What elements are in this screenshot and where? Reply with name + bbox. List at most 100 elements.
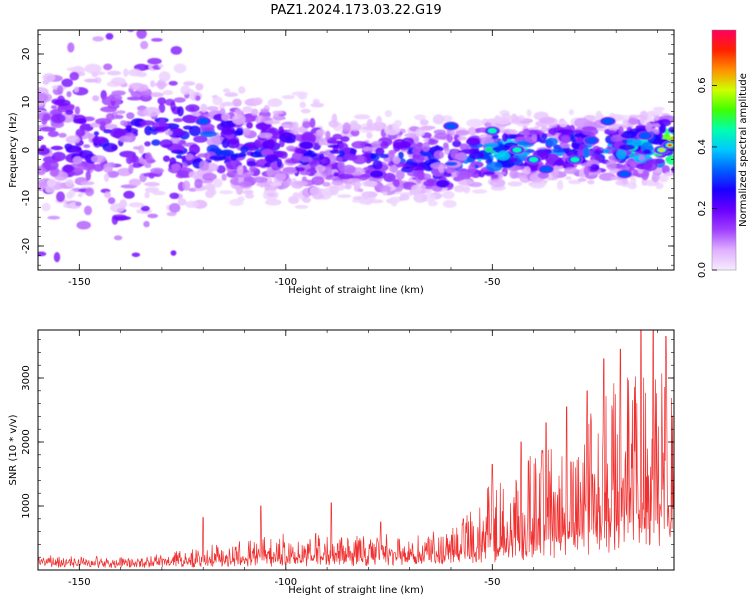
spectrogram-cell bbox=[640, 142, 654, 153]
spectrogram-cell bbox=[641, 170, 649, 181]
spectrogram-cell bbox=[311, 176, 325, 186]
spectrogram-hotspot bbox=[540, 166, 552, 173]
spectrogram-cell bbox=[147, 213, 159, 219]
spectrogram-cell bbox=[511, 113, 518, 123]
colorbar-tick-label: 0.4 bbox=[697, 139, 708, 155]
spectrogram-cell bbox=[69, 71, 80, 81]
spectrogram-cell bbox=[361, 180, 378, 187]
spectrogram-cell bbox=[274, 173, 287, 181]
spectrogram-cell bbox=[343, 153, 358, 161]
spectrogram-cell bbox=[100, 106, 117, 113]
spectrogram-cell bbox=[231, 153, 245, 158]
spectrogram-cell bbox=[587, 179, 595, 185]
spectrogram-cell bbox=[342, 164, 356, 174]
spectrogram-cell bbox=[41, 202, 51, 212]
spectrogram-cell bbox=[183, 81, 196, 86]
spectrogram-cell bbox=[291, 91, 309, 96]
colorbar-tick-label: 0.6 bbox=[697, 77, 708, 93]
spectrogram-cell bbox=[455, 129, 470, 136]
spectrogram-cell bbox=[144, 181, 160, 187]
spectrogram-cell bbox=[651, 172, 660, 183]
spectrogram-cell bbox=[189, 144, 200, 155]
spectrogram-cell bbox=[559, 142, 571, 149]
spectrogram-cell bbox=[419, 126, 433, 131]
spectrogram-cell bbox=[72, 118, 87, 124]
spectrogram-cell bbox=[105, 33, 114, 40]
spectrogram-cell bbox=[414, 114, 426, 121]
y-tick-label: 3000 bbox=[21, 365, 32, 390]
spectrogram-cell bbox=[158, 64, 164, 68]
spectrogram-cell bbox=[571, 139, 578, 149]
spectrogram-cell bbox=[387, 124, 393, 130]
snr-y-axis: 1000 2000 3000 bbox=[21, 339, 674, 571]
spectrogram-cell bbox=[661, 165, 671, 175]
spectrogram-cell bbox=[410, 142, 417, 148]
spectrogram-cell bbox=[107, 170, 119, 178]
spectrogram-cell bbox=[568, 179, 582, 185]
spectrogram-cell bbox=[428, 138, 436, 144]
spectrogram-cell bbox=[438, 164, 445, 174]
spectrogram-cell bbox=[144, 191, 150, 199]
spectrogram-cell bbox=[442, 199, 457, 208]
spectrogram-cell bbox=[616, 149, 627, 160]
spectrogram-cell bbox=[56, 85, 64, 95]
spectrogram-cell bbox=[182, 180, 191, 191]
spectrogram-cell bbox=[162, 90, 174, 96]
spectrogram-cell bbox=[185, 200, 199, 208]
spectrogram-cell bbox=[388, 165, 399, 173]
spectrogram-cell bbox=[328, 120, 340, 128]
spectrogram-cell bbox=[150, 167, 165, 174]
spectrogram-cell bbox=[299, 156, 313, 163]
spectrogram-cell bbox=[372, 160, 383, 170]
spectrogram-cell bbox=[286, 177, 292, 186]
spectrogram-cell bbox=[123, 68, 129, 77]
spectrogram-cell bbox=[157, 97, 166, 105]
spectrogram-cell bbox=[302, 121, 311, 129]
spectrogram-cell bbox=[671, 166, 674, 174]
spectrogram-cell bbox=[164, 130, 173, 136]
spectrogram-cell bbox=[626, 137, 642, 147]
spectrogram-cell bbox=[491, 174, 499, 179]
spectrogram-x-label: Height of straight line (km) bbox=[288, 285, 424, 296]
spectrogram-cell bbox=[216, 165, 226, 174]
spectrogram-cell bbox=[416, 169, 425, 181]
spectrogram-cell bbox=[531, 132, 538, 142]
spectrogram-cell bbox=[467, 126, 478, 136]
spectrogram-cell bbox=[301, 176, 307, 182]
spectrogram-cell bbox=[326, 138, 337, 143]
spectrogram-cell bbox=[443, 172, 452, 177]
spectrogram-cell bbox=[379, 153, 389, 159]
spectrogram-cell bbox=[176, 154, 183, 159]
spectrogram-hotspot bbox=[487, 128, 497, 134]
spectrogram-cell bbox=[189, 91, 203, 101]
spectrogram-cell bbox=[380, 141, 389, 149]
spectrogram-cell bbox=[434, 132, 449, 140]
spectrogram-cell bbox=[232, 114, 246, 125]
spectrogram-cell bbox=[193, 135, 208, 143]
spectrogram-cell bbox=[398, 151, 404, 159]
spectrogram-hotspot bbox=[639, 132, 651, 139]
colorbar-tick-label: 0.0 bbox=[697, 262, 708, 278]
y-tick-label: 2000 bbox=[21, 429, 32, 454]
spectrogram-cell bbox=[114, 216, 132, 221]
spectrogram-cell bbox=[264, 199, 282, 206]
spectrogram-cell bbox=[537, 172, 550, 179]
spectrogram-cell bbox=[163, 155, 170, 162]
spectrogram-cell bbox=[361, 191, 378, 198]
spectrogram-cell bbox=[130, 90, 143, 98]
spectrogram-cell bbox=[65, 179, 74, 188]
spectrogram-cell bbox=[166, 211, 177, 217]
spectrogram-cell bbox=[177, 106, 184, 117]
spectrogram-cell bbox=[157, 79, 166, 90]
spectrogram-cell bbox=[91, 155, 107, 163]
spectrogram-cell bbox=[224, 92, 238, 97]
spectrogram-cell bbox=[469, 151, 484, 160]
y-tick-label: -20 bbox=[21, 238, 32, 254]
colorbar-ticks: 0.0 0.2 0.4 0.6 bbox=[697, 77, 717, 278]
y-tick-label: 20 bbox=[21, 48, 32, 61]
spectrogram-cell bbox=[139, 120, 155, 126]
spectrogram-cell bbox=[412, 154, 425, 163]
spectrogram-cell bbox=[590, 163, 599, 170]
spectrogram-cell bbox=[332, 133, 343, 140]
